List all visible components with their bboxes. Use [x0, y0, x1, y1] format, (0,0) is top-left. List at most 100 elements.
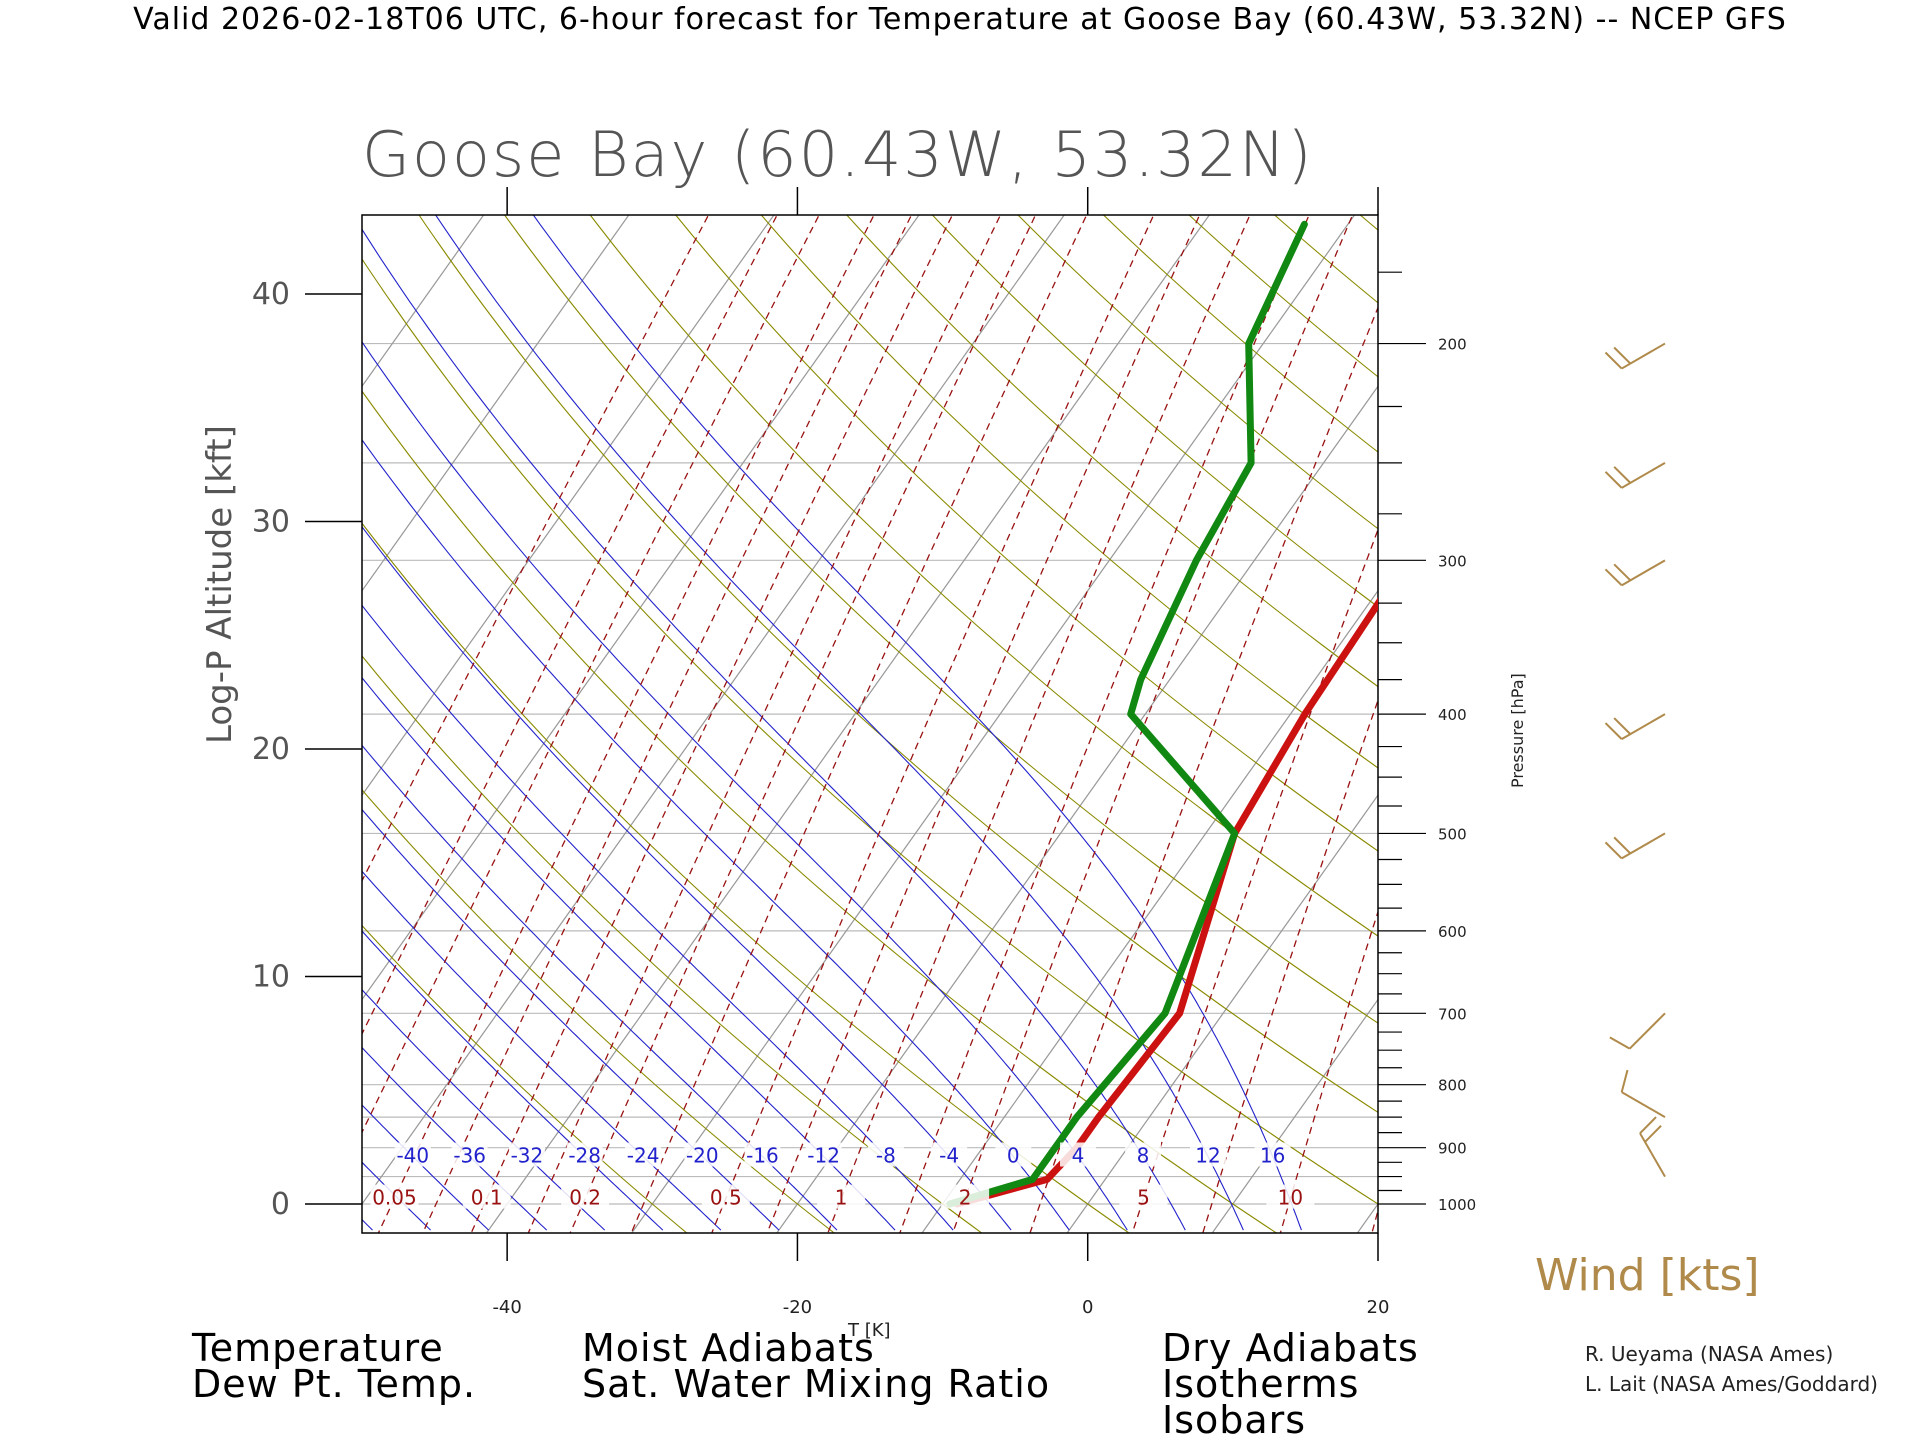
moist-adiabat-label: 16 — [1260, 1144, 1285, 1168]
moist-adiabat-label: -4 — [939, 1144, 959, 1168]
wind-barb-feather — [1614, 718, 1630, 734]
dry-adiabat-line — [152, 195, 1147, 1245]
x-tick-label: 0 — [1082, 1297, 1093, 1318]
series-line-temperature — [957, 272, 1920, 1204]
wind-title: Wind [kts] — [1535, 1250, 1760, 1301]
mixing-ratio-line — [1026, 195, 1424, 1245]
mixing-ratio-line — [707, 195, 1163, 1245]
wind-barb — [1606, 833, 1665, 858]
isotherm-line — [0, 195, 208, 1235]
kft-tick-label: 40 — [252, 277, 290, 312]
wind-barb-feather — [1606, 472, 1622, 488]
isotherm-line — [1066, 195, 1804, 1235]
dry-adiabat-line — [67, 195, 998, 1245]
mixing-ratio-label: 2 — [959, 1186, 972, 1210]
wind-barb-feather — [1614, 837, 1630, 853]
wind-barb-shaft — [1622, 560, 1665, 585]
isotherm-line — [0, 195, 353, 1235]
credit-line-1: R. Ueyama (NASA Ames) — [1585, 1342, 1833, 1366]
mixing-ratio-line — [178, 195, 719, 1245]
isotherm-line — [921, 195, 1659, 1235]
moist-adiabat-label: -32 — [511, 1144, 544, 1168]
moist-adiabat-line — [92, 172, 953, 1231]
moist-adiabat-label: -16 — [746, 1144, 779, 1168]
isotherm-line — [50, 195, 788, 1235]
wind-barb — [1622, 1070, 1665, 1117]
pressure-tick-label: 400 — [1438, 706, 1467, 724]
dry-adiabat-line — [1422, 195, 1920, 1245]
moist-adiabat-label: -36 — [453, 1144, 486, 1168]
wind-barb-shaft — [1622, 344, 1665, 369]
dry-adiabat-line — [1083, 195, 1920, 1245]
kft-tick-label: 30 — [252, 505, 290, 540]
dry-adiabat-line — [1252, 195, 1920, 1245]
moist-adiabat-line — [0, 172, 779, 1231]
wind-barb-shaft — [1622, 1092, 1665, 1117]
mixing-ratio-line — [1436, 195, 1753, 1245]
pressure-tick-label: 800 — [1438, 1077, 1467, 1095]
mixing-ratio-label: 0.05 — [372, 1186, 417, 1210]
wind-barb — [1606, 463, 1665, 488]
dry-adiabat-line — [1845, 195, 1920, 1245]
wind-barb-feather — [1606, 353, 1622, 369]
wind-barb — [1610, 1013, 1665, 1048]
isotherm-line — [1646, 195, 1920, 1235]
mixing-ratio-line — [523, 195, 1010, 1245]
moist-adiabat-label: -24 — [627, 1144, 660, 1168]
dry-adiabat-line — [1591, 195, 1920, 1245]
dry-adiabat-line — [744, 195, 1920, 1245]
pressure-tick-label: 300 — [1438, 552, 1467, 570]
wind-barb-shaft — [1622, 833, 1665, 858]
credit-line-2: L. Lait (NASA Ames/Goddard) — [1585, 1372, 1878, 1396]
mixing-ratio-label: 0.5 — [710, 1186, 742, 1210]
moist-adiabat-line — [0, 172, 605, 1231]
moist-adiabat-line — [5, 172, 837, 1231]
mixing-ratio-line — [823, 195, 1258, 1245]
mixing-ratio-line — [417, 195, 921, 1245]
mixing-ratio-label: 5 — [1137, 1186, 1150, 1210]
moist-adiabat-line — [0, 172, 373, 1231]
isotherm-line — [195, 195, 933, 1235]
plot-frame — [305, 187, 1426, 1261]
wind-barb-feather — [1614, 348, 1630, 364]
dry-adiabat-line — [321, 195, 1443, 1245]
mixing-ratio-line — [895, 195, 1317, 1245]
mixing-ratio-label: 0.2 — [569, 1186, 601, 1210]
legend-isobars: Isobars — [1162, 1398, 1306, 1442]
wind-barb-feather — [1606, 723, 1622, 739]
legend-mixing-ratio: Sat. Water Mixing Ratio — [582, 1362, 1050, 1406]
moist-adiabat-label: 0 — [1007, 1144, 1020, 1168]
isotherm-line — [0, 195, 643, 1235]
isotherm-line — [630, 195, 1368, 1235]
wind-barb-feather — [1640, 1117, 1656, 1133]
legend-dewpoint: Dew Pt. Temp. — [192, 1362, 476, 1406]
isotherm-line — [1211, 195, 1920, 1235]
dry-adiabat-line — [0, 195, 850, 1245]
moist-adiabat-label: 12 — [1195, 1144, 1220, 1168]
kft-tick-label: 0 — [271, 1187, 290, 1222]
moist-adiabat-line — [0, 172, 663, 1231]
moist-adiabat-line — [47, 172, 895, 1231]
dry-adiabat-line — [914, 195, 1920, 1245]
moist-adiabat-label: -28 — [568, 1144, 601, 1168]
moist-adiabat-label: -40 — [396, 1144, 429, 1168]
wind-barb-feather — [1606, 842, 1622, 858]
pressure-tick-label: 1000 — [1438, 1196, 1476, 1214]
pressure-tick-label: 900 — [1438, 1140, 1467, 1158]
moist-adiabat-line — [327, 172, 1186, 1231]
moist-adiabat-line — [0, 172, 547, 1231]
wind-barbs — [1606, 344, 1665, 1177]
wind-barb-feather — [1614, 564, 1630, 580]
moist-adiabat-label: 8 — [1137, 1144, 1150, 1168]
dry-adiabat-line — [829, 195, 1920, 1245]
wind-barb-feather — [1645, 1126, 1661, 1142]
moist-adiabat-label: -12 — [807, 1144, 840, 1168]
moist-adiabat-line — [0, 172, 489, 1231]
pressure-tick-label: 700 — [1438, 1005, 1467, 1023]
wind-barb-feather — [1610, 1037, 1630, 1048]
pressure-tick-label: 600 — [1438, 923, 1467, 941]
dry-adiabat-line — [0, 195, 701, 1245]
wind-barb-feather — [1614, 467, 1630, 483]
